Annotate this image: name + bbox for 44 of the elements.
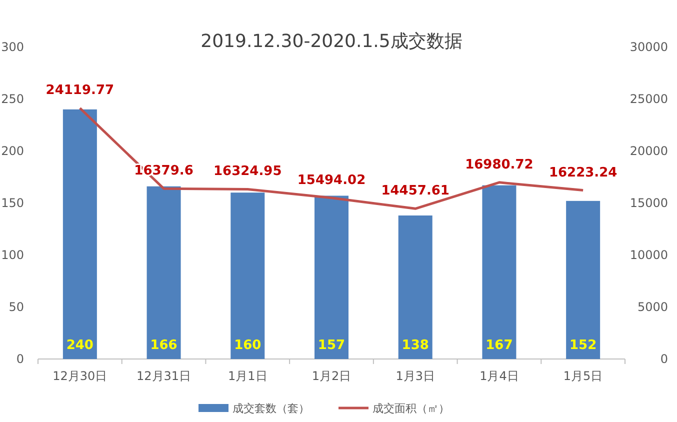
legend-label: 成交套数（套）: [232, 402, 310, 415]
y2-tick-label: 30000: [630, 40, 668, 54]
bar: [482, 185, 516, 359]
bar: [314, 196, 348, 359]
data-label: 15494.02: [297, 172, 366, 188]
y2-tick-label: 10000: [630, 248, 668, 262]
bar: [146, 186, 181, 359]
x-tick-label: 1月2日: [312, 369, 352, 383]
data-label: 166: [150, 338, 178, 353]
data-label: 16980.72: [465, 157, 534, 172]
data-label: 16324.95: [214, 164, 282, 180]
data-label: 16223.24: [548, 165, 618, 180]
y-tick-label: 150: [1, 196, 24, 210]
y2-tick-label: 5000: [637, 300, 668, 314]
y2-tick-label: 25000: [630, 92, 668, 106]
x-tick-label: 1月1日: [228, 369, 268, 383]
y-tick-label: 300: [1, 40, 24, 54]
x-tick-label: 12月30日: [52, 369, 108, 383]
x-tick-label: 1月5日: [563, 369, 603, 383]
bar: [398, 215, 432, 359]
y-tick-label: 250: [1, 92, 24, 106]
x-tick-label: 12月31日: [136, 369, 192, 383]
legend-label: 成交面积（㎡）: [372, 402, 450, 415]
y2-tick-label: 15000: [630, 196, 668, 210]
x-tick-label: 1月4日: [480, 369, 519, 383]
data-label: 157: [318, 338, 346, 353]
data-label: 24119.77: [46, 83, 114, 98]
y-tick-label: 200: [1, 144, 24, 158]
y-tick-label: 100: [1, 248, 24, 262]
y-tick-label: 50: [8, 300, 24, 314]
data-label: 160: [234, 338, 262, 353]
data-label: 167: [486, 338, 513, 353]
y2-tick-label: 20000: [630, 144, 668, 158]
chart-title: 2019.12.30-2020.1.5成交数据: [200, 31, 462, 52]
bar: [62, 109, 97, 359]
data-label: 14457.61: [381, 184, 450, 199]
y-tick-label: 0: [16, 352, 24, 366]
y2-tick-label: 0: [660, 352, 668, 366]
x-tick-label: 1月3日: [396, 369, 435, 383]
data-label: 240: [66, 338, 94, 353]
data-label: 138: [402, 338, 429, 353]
bar: [566, 200, 600, 359]
data-label: 152: [570, 338, 597, 353]
bar: [230, 192, 265, 359]
